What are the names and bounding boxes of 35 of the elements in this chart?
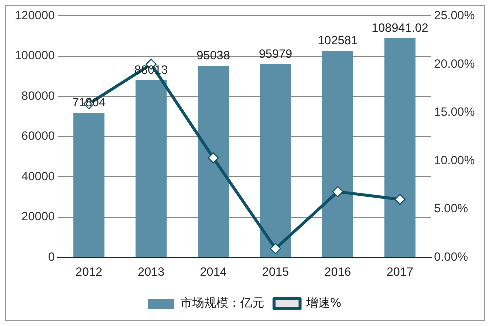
x-tick-label: 2012 — [76, 265, 103, 280]
legend-label: 增速% — [305, 296, 342, 310]
y2-tick-label: 5.00% — [434, 202, 469, 216]
x-tick-label: 2015 — [262, 265, 290, 280]
bar — [136, 80, 167, 258]
bar — [198, 66, 230, 258]
bar — [384, 38, 416, 258]
legend-label: 市场规模：亿元 — [180, 296, 264, 310]
y-tick-label: 40000 — [22, 169, 56, 184]
point — [394, 194, 406, 206]
y2-tick-label: 25.00% — [434, 8, 476, 23]
y-tick-label: 0 — [48, 250, 56, 264]
y-tick-label: 20000 — [22, 210, 56, 224]
y-tick-label: 60000 — [22, 129, 56, 144]
y-tick-label: 80000 — [22, 88, 56, 103]
x-tick-label: 2013 — [138, 265, 166, 280]
point — [208, 152, 220, 164]
bar — [74, 113, 105, 258]
y2-tick-label: 15.00% — [434, 105, 476, 120]
data-label: 95979 — [259, 46, 293, 61]
y2-tick-label: 10.00% — [434, 153, 476, 168]
data-label: 95038 — [196, 48, 231, 63]
y-tick-label: 120000 — [14, 8, 56, 23]
bar — [322, 51, 354, 258]
data-label: 102581 — [318, 34, 358, 48]
x-tick-label: 2017 — [386, 265, 414, 280]
x-tick-label: 2016 — [324, 265, 352, 280]
y2-tick-label: 20.00% — [434, 56, 476, 71]
y-tick-label: 100000 — [14, 48, 56, 63]
x-tick-label: 2014 — [200, 265, 228, 280]
data-label: 108941.02 — [372, 20, 429, 35]
y2-tick-label: 0.00% — [434, 250, 469, 264]
bar — [260, 64, 292, 258]
point — [270, 243, 282, 254]
point — [332, 186, 344, 198]
